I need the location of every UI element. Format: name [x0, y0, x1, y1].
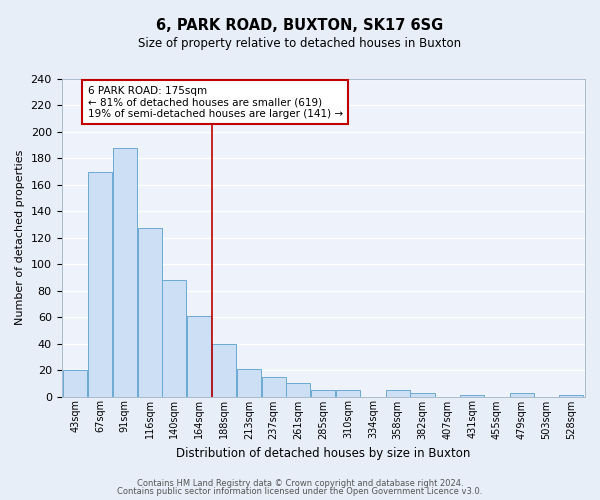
- Bar: [212, 344, 236, 396]
- Bar: [113, 148, 137, 396]
- Bar: [63, 370, 87, 396]
- Bar: [262, 376, 286, 396]
- Bar: [559, 395, 583, 396]
- Text: 6, PARK ROAD, BUXTON, SK17 6SG: 6, PARK ROAD, BUXTON, SK17 6SG: [157, 18, 443, 32]
- Bar: [163, 280, 187, 396]
- Bar: [237, 368, 261, 396]
- Text: Contains public sector information licensed under the Open Government Licence v3: Contains public sector information licen…: [118, 487, 482, 496]
- Text: 6 PARK ROAD: 175sqm
← 81% of detached houses are smaller (619)
19% of semi-detac: 6 PARK ROAD: 175sqm ← 81% of detached ho…: [88, 86, 343, 119]
- Bar: [336, 390, 360, 396]
- Text: Size of property relative to detached houses in Buxton: Size of property relative to detached ho…: [139, 38, 461, 51]
- Bar: [311, 390, 335, 396]
- Bar: [88, 172, 112, 396]
- Bar: [187, 316, 211, 396]
- Bar: [410, 392, 434, 396]
- Bar: [460, 395, 484, 396]
- X-axis label: Distribution of detached houses by size in Buxton: Distribution of detached houses by size …: [176, 447, 470, 460]
- Bar: [137, 228, 161, 396]
- Bar: [510, 392, 534, 396]
- Y-axis label: Number of detached properties: Number of detached properties: [15, 150, 25, 326]
- Text: Contains HM Land Registry data © Crown copyright and database right 2024.: Contains HM Land Registry data © Crown c…: [137, 478, 463, 488]
- Bar: [286, 384, 310, 396]
- Bar: [386, 390, 410, 396]
